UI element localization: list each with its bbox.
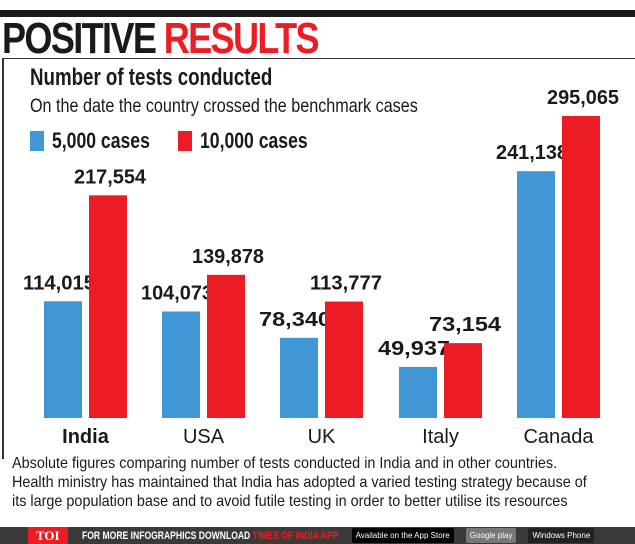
bar-usa-10000	[207, 274, 245, 418]
legend-item-5000: 5,000 cases	[30, 128, 174, 154]
bar-india-10000	[89, 195, 127, 418]
bar-italy-10000	[444, 343, 482, 418]
bar-canada-10000	[562, 116, 600, 418]
data-label: 49,937	[378, 338, 450, 360]
title-red: RESULTS	[163, 14, 320, 63]
category-label: UK	[308, 426, 336, 448]
legend-label: 5,000 cases	[52, 128, 150, 153]
bar-italy-5000	[399, 366, 437, 418]
data-label: 139,878	[192, 246, 264, 268]
data-label: 73,154	[429, 314, 502, 336]
data-label: 217,554	[74, 166, 147, 188]
chart-description: On the date the country crossed the benc…	[30, 96, 418, 117]
bar-uk-10000	[325, 301, 363, 418]
data-label: 241,138	[496, 142, 568, 164]
data-label: 104,073	[141, 282, 213, 304]
bar-usa-5000	[162, 311, 200, 418]
legend-label: 10,000 cases	[200, 128, 308, 153]
data-label: 114,015	[23, 272, 95, 294]
page-title: POSITIVE RESULTS	[2, 14, 320, 64]
footnote: Absolute figures comparing number of tes…	[12, 455, 587, 510]
bar-canada-5000	[517, 171, 555, 418]
bar-chart: 114,015 217,554 India 104,073 139,878 USA 78,3…	[23, 87, 619, 448]
data-label: 295,065	[547, 87, 619, 109]
windows-phone-badge[interactable]: Windows Phone	[528, 528, 595, 543]
legend-swatch-red	[178, 131, 192, 151]
category-label: USA	[183, 426, 225, 448]
category-label: Canada	[523, 426, 594, 448]
promo-bar: TOI FOR MORE INFOGRAPHICS DOWNLOAD TIMES…	[0, 527, 635, 544]
app-store-badge[interactable]: Available on the App Store	[351, 528, 454, 543]
bar-uk-5000	[280, 337, 318, 418]
title-black: POSITIVE	[2, 14, 157, 63]
chart-subtitle: Number of tests conducted	[30, 64, 273, 91]
data-label: 78,340	[259, 309, 331, 331]
category-label: Italy	[422, 426, 459, 448]
legend-item-10000: 10,000 cases	[178, 128, 335, 154]
data-label: 113,777	[310, 273, 382, 295]
bar-india-5000	[44, 301, 82, 418]
promo-text: FOR MORE INFOGRAPHICS DOWNLOAD TIMES OF …	[81, 529, 338, 542]
top-rule	[0, 10, 635, 17]
legend-swatch-blue	[30, 131, 44, 151]
google-play-badge[interactable]: Google play	[465, 528, 517, 543]
category-label: India	[62, 426, 110, 448]
chart-frame	[2, 58, 635, 459]
toi-logo: TOI	[28, 527, 68, 544]
